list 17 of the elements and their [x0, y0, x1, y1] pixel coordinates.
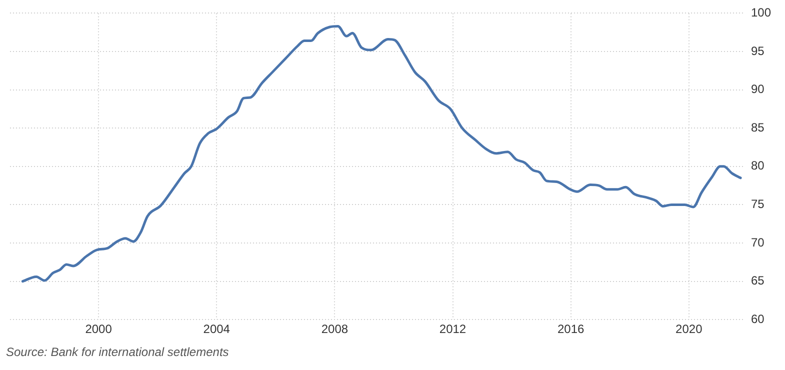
y-tick-label: 80 — [750, 158, 765, 173]
y-tick-label: 85 — [750, 120, 765, 134]
x-tick-label: 2016 — [557, 322, 584, 336]
y-tick-label: 70 — [750, 235, 765, 250]
y-tick-label: 90 — [750, 82, 765, 96]
y-tick-label: 60 — [750, 312, 765, 326]
y-tick-label: 95 — [750, 44, 765, 58]
source-note: Source: Bank for international settlements — [6, 345, 229, 359]
x-tick-label: 2020 — [676, 322, 703, 336]
y-tick-label: 75 — [750, 197, 765, 212]
x-tick-label: 2012 — [439, 322, 466, 336]
line-series — [21, 24, 742, 283]
x-tick-label: 2000 — [85, 322, 112, 336]
x-tick-label: 2004 — [203, 322, 230, 336]
x-tick-label: 2008 — [321, 322, 348, 336]
y-tick-label: 65 — [750, 274, 765, 288]
y-tick-label: 100 — [750, 6, 772, 20]
